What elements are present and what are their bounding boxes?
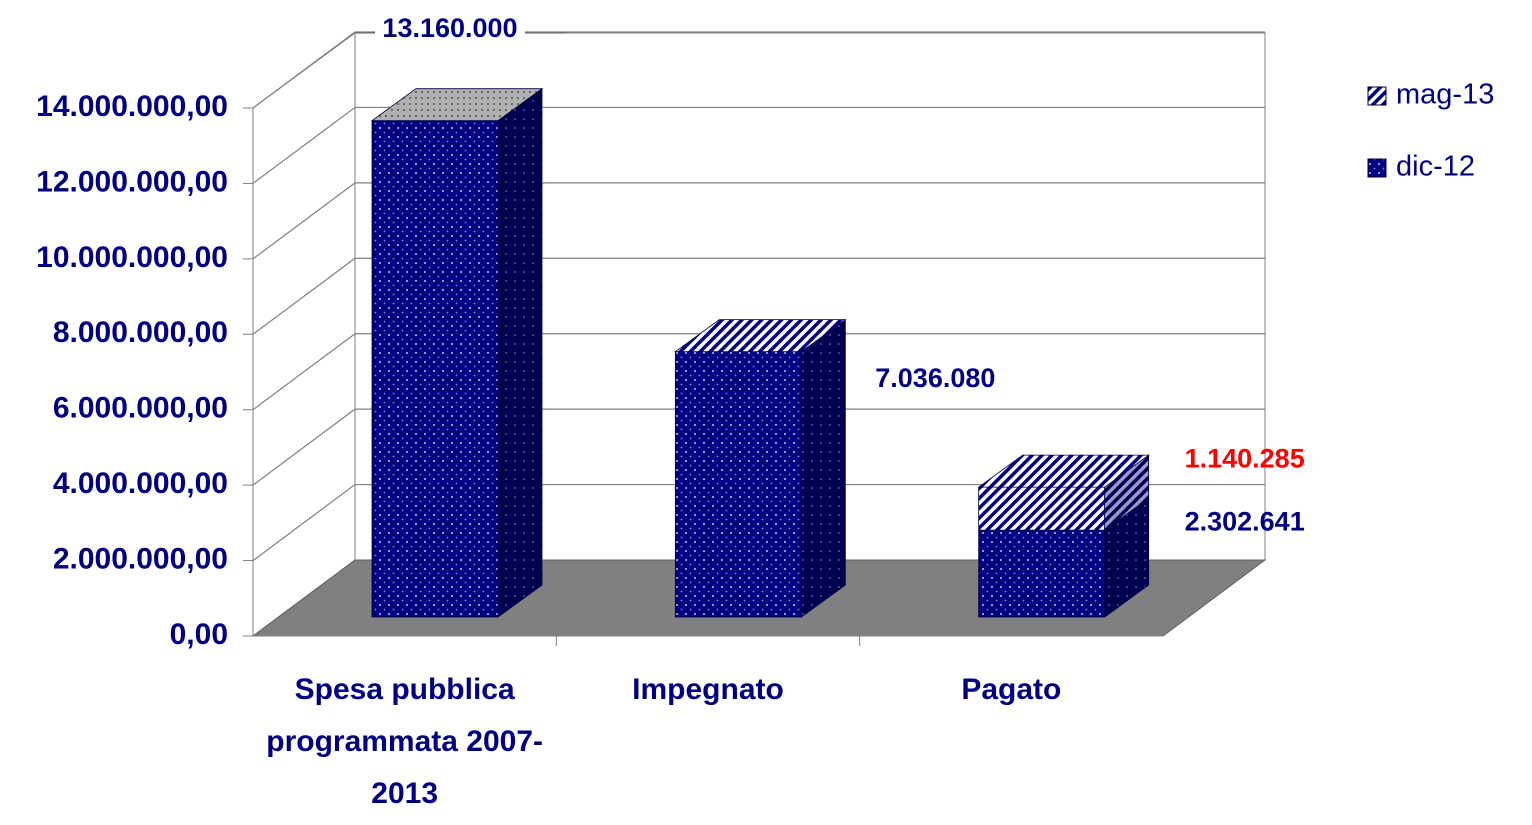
y-tick-label: 2.000.000,00 (53, 542, 228, 575)
data-label: 13.160.000 (382, 13, 517, 43)
bar-top (977, 454, 1150, 488)
legend-swatch (1367, 86, 1387, 106)
grid-line (252, 333, 1265, 411)
grid-line (252, 408, 1265, 486)
legend-label: mag-13 (1396, 79, 1494, 111)
grid-line (252, 31, 1265, 109)
grid-line (252, 483, 1265, 562)
legend-label: dic-12 (1396, 151, 1475, 183)
grid-line (252, 106, 1265, 184)
y-tick-label: 10.000.000,00 (36, 241, 228, 274)
data-label: 1.140.285 (1185, 443, 1305, 473)
x-tick-label: Pagato (961, 673, 1062, 706)
y-tick-label: 0,00 (170, 618, 228, 651)
bar (674, 351, 802, 618)
bar-top (674, 319, 847, 353)
y-tick-label: 8.000.000,00 (53, 316, 228, 349)
bar (978, 529, 1106, 618)
x-tick-label: Spesa pubblica programmata 2007-2013 (266, 673, 544, 810)
bar (371, 120, 499, 618)
data-label: 2.302.641 (1185, 506, 1305, 536)
side-wall (252, 32, 356, 637)
bar (978, 486, 1106, 531)
y-tick-label: 12.000.000,00 (36, 165, 228, 198)
bar-side (497, 87, 543, 618)
bar-side (800, 318, 846, 618)
label-bg (375, 14, 525, 46)
legend-swatch (1367, 158, 1387, 178)
bar-top (370, 88, 544, 122)
y-tick-label: 14.000.000,00 (36, 90, 228, 123)
grid-line (252, 182, 1265, 260)
y-tick-label: 4.000.000,00 (53, 467, 228, 500)
x-tick-label: Impegnato (632, 673, 784, 706)
y-tick-label: 6.000.000,00 (53, 392, 228, 425)
grid-line (252, 257, 1265, 335)
data-label: 7.036.080 (875, 363, 995, 393)
